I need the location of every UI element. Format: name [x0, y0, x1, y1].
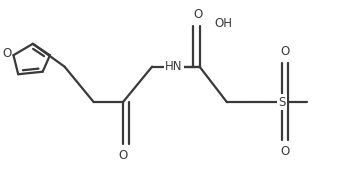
Text: O: O [280, 145, 290, 158]
Text: OH: OH [215, 17, 233, 30]
Text: S: S [278, 96, 285, 109]
Text: O: O [193, 8, 202, 21]
Text: O: O [118, 149, 128, 162]
Text: S: S [278, 96, 285, 109]
Text: O: O [2, 47, 11, 61]
Text: O: O [280, 45, 290, 58]
Text: HN: HN [165, 60, 183, 73]
Text: HN: HN [165, 60, 183, 73]
